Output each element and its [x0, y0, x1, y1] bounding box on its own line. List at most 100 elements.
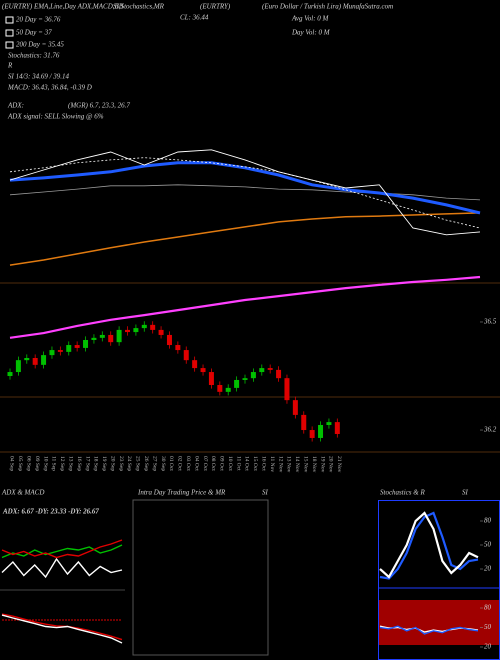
candle-body	[7, 372, 13, 377]
x-tick-label: 12 Nov	[277, 456, 283, 473]
annotation: 20 Day = 36.76	[16, 16, 61, 24]
x-tick-label: 04 Oct	[193, 456, 199, 471]
y-tick-label: 80	[484, 517, 492, 525]
x-tick-label: 14 Oct	[244, 456, 250, 471]
panel-title: Stochastics & R	[380, 489, 425, 497]
candle-body	[200, 368, 206, 373]
candle-body	[183, 350, 189, 361]
y-tick-label: 20	[484, 643, 492, 651]
x-tick-label: 25 Sep	[135, 456, 141, 471]
annotation: Stochastics: 31.76	[8, 52, 60, 60]
candle-body	[175, 345, 181, 351]
candle-body	[91, 337, 97, 340]
rsi-band	[379, 600, 499, 645]
annotation: Day Vol: 0 M	[291, 29, 331, 37]
series-line	[9, 275, 481, 339]
x-tick-label: 24 Sep	[126, 456, 132, 471]
series-line	[9, 212, 481, 266]
series-line	[1, 544, 123, 559]
x-tick-label: 18 Nov	[311, 456, 317, 473]
y-tick-label: 20	[484, 565, 492, 573]
candle-body	[83, 339, 89, 348]
series-line	[9, 161, 481, 215]
y-tick-label: 50	[484, 541, 492, 549]
x-tick-label: 09 Sep	[34, 456, 40, 471]
x-tick-label: 16 Sep	[76, 456, 82, 471]
x-tick-label: 21 Nov	[336, 456, 342, 473]
y-tick-label: 36.2	[483, 426, 497, 434]
series-line	[1, 613, 123, 641]
candle-body	[158, 329, 164, 335]
x-tick-label: 23 Sep	[118, 456, 124, 471]
x-tick-label: 05 Sep	[17, 456, 23, 471]
candle-body	[309, 430, 315, 438]
candle-body	[301, 414, 307, 431]
annotation: ADX:	[7, 102, 24, 110]
candle-body	[334, 422, 340, 434]
series-line	[1, 614, 123, 644]
y-tick-label: 80	[484, 604, 492, 612]
x-tick-label: 08 Oct	[210, 456, 216, 471]
annotation: (Euro Dollar / Turkish Lira) MunafaSutra…	[262, 3, 393, 11]
x-tick-label: 02 Oct	[177, 456, 183, 471]
x-tick-label: 18 Sep	[93, 456, 99, 471]
candle-body	[24, 357, 30, 361]
annotation: 50 Day = 37	[16, 29, 52, 37]
series-line	[9, 149, 481, 236]
candle-body	[217, 385, 223, 392]
candle-body	[74, 345, 80, 348]
annotation: SI 14/3: 34.69 / 39.14	[8, 73, 70, 81]
candle-body	[242, 378, 248, 380]
series-line	[9, 157, 481, 229]
panel-title: Intra Day Trading Price & MR	[137, 489, 226, 497]
x-tick-label: 04 Sep	[9, 456, 15, 471]
x-tick-label: 19 Nov	[319, 456, 325, 473]
annotation: CL: 36.44	[180, 14, 209, 22]
candle-body	[41, 355, 47, 365]
candle-body	[326, 422, 332, 425]
legend-swatch	[5, 16, 14, 24]
panel-subtitle: SI	[462, 489, 469, 497]
x-tick-label: 03 Oct	[185, 456, 191, 471]
annotation: (MGR) 6.7, 23.3, 26.7	[68, 102, 130, 110]
x-tick-label: 12 Sep	[59, 456, 65, 471]
x-tick-label: 17 Sep	[84, 456, 90, 471]
x-tick-label: 06 Sep	[26, 456, 32, 471]
series-line	[1, 539, 123, 559]
candle-body	[99, 334, 105, 338]
candle-body	[292, 400, 298, 415]
x-tick-label: 10 Sep	[42, 456, 48, 471]
annotation: R	[7, 62, 13, 70]
series-line	[379, 511, 479, 580]
panel-subtitle: SI	[262, 489, 269, 497]
x-tick-label: 27 Sep	[151, 456, 157, 471]
x-tick-label: 11 Sep	[51, 456, 57, 471]
candle-body	[166, 334, 172, 346]
candle-body	[267, 368, 273, 370]
intra-panel	[132, 499, 269, 656]
series-line	[9, 184, 481, 201]
legend-swatch	[5, 41, 14, 49]
candle-body	[32, 357, 38, 365]
panel-title: ADX & MACD	[1, 489, 44, 497]
candle-body	[133, 328, 139, 333]
candle-body	[150, 324, 156, 330]
x-tick-label: 15 Nov	[302, 456, 308, 473]
x-tick-label: 14 Nov	[294, 456, 300, 473]
candle-body	[15, 360, 21, 373]
x-tick-label: 07 Oct	[202, 456, 208, 471]
x-tick-label: 26 Sep	[143, 456, 149, 471]
candle-body	[57, 350, 63, 352]
x-tick-label: 15 Oct	[252, 456, 258, 471]
y-tick-label: 50	[484, 623, 492, 631]
series-line	[379, 625, 479, 635]
x-tick-label: 30 Sep	[160, 456, 166, 471]
annotation: (EURTRY)	[200, 3, 231, 11]
annotation: ADX: 6.67 -DY: 23.33 -DY: 26.67	[2, 508, 99, 516]
x-tick-label: 13 Sep	[67, 456, 73, 471]
x-tick-label: 11 Oct	[235, 456, 241, 471]
series-line	[1, 557, 123, 579]
x-tick-label: 11 Nov	[269, 456, 275, 472]
